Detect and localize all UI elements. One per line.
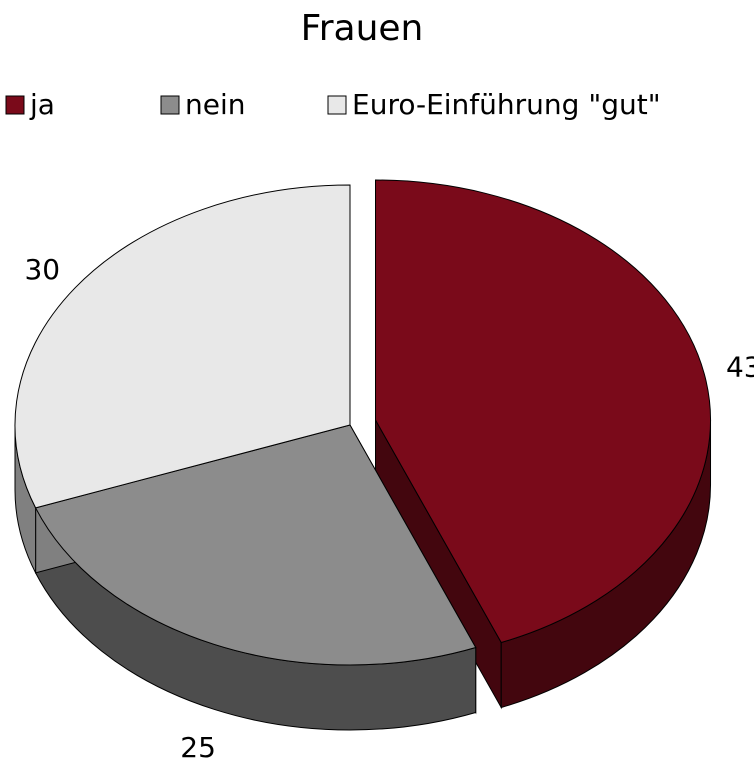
data-label: 30 <box>24 253 60 286</box>
data-label: 43 <box>726 351 754 384</box>
legend-swatch <box>327 95 347 115</box>
legend-label: ja <box>29 88 55 121</box>
slice <box>375 179 712 644</box>
data-label: 25 <box>180 731 216 764</box>
data-labels: 43 25 30 <box>24 253 754 764</box>
legend: ja nein Euro-Einführung "gut" <box>5 88 661 121</box>
legend-swatch <box>5 95 25 115</box>
legend-swatch <box>160 95 180 115</box>
slice <box>14 184 351 509</box>
legend-label: nein <box>185 88 246 121</box>
chart-title: Frauen <box>301 8 424 49</box>
legend-label: Euro-Einführung "gut" <box>352 88 661 121</box>
pie-tops <box>14 179 712 666</box>
slice <box>34 424 477 666</box>
